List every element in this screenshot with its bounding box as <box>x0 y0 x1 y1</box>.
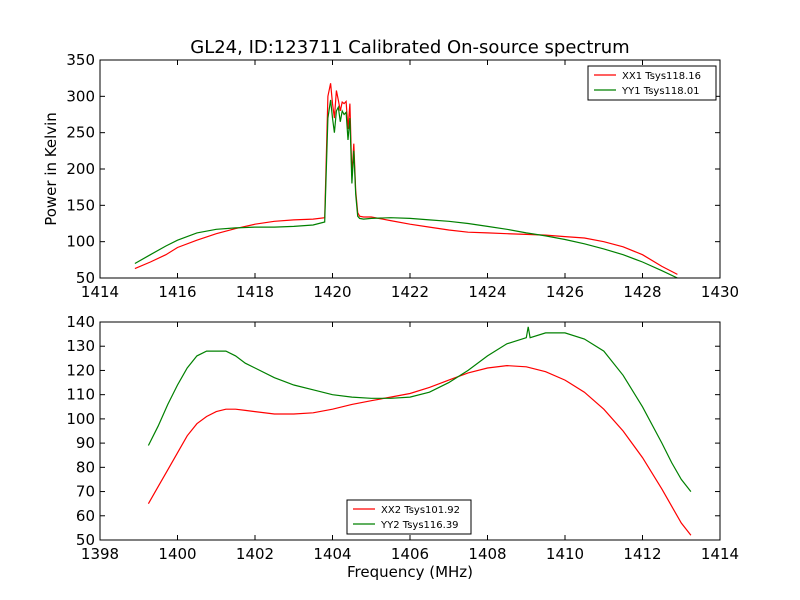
legend-label: YY1 Tsys118.01 <box>621 86 700 97</box>
bottom-spectrum-panel: 1398 1400 1402 1404 1406 1408 1410 1412 1414 50 60… <box>66 313 739 581</box>
series-line-xx <box>134 83 678 275</box>
legend-label: XX2 Tsys101.92 <box>381 505 460 516</box>
y-tick-label: 200 <box>66 160 95 178</box>
x-tick-label: 1402 <box>236 545 274 563</box>
y-tick-label: 50 <box>76 269 95 287</box>
y-tick-label: 90 <box>76 434 95 452</box>
series-line-yy <box>134 99 678 278</box>
chart-title: GL24, ID:123711 Calibrated On-source spe… <box>190 37 629 58</box>
y-tick-label: 140 <box>66 313 95 331</box>
legend-label: YY2 Tsys116.39 <box>380 520 459 531</box>
y-tick-label: 110 <box>66 386 95 404</box>
x-tick-label: 1416 <box>158 283 196 301</box>
y-tick-label: 250 <box>66 124 95 142</box>
x-tick-label: 1430 <box>701 283 739 301</box>
legend: XX1 Tsys118.16 YY1 Tsys118.01 <box>587 65 717 101</box>
y-tick-label: 100 <box>66 410 95 428</box>
y-tick-label: 100 <box>66 233 95 251</box>
y-tick-label: 50 <box>76 531 95 549</box>
y-tick-label: 70 <box>76 483 95 501</box>
x-tick-label: 1414 <box>701 545 739 563</box>
y-axis-label: Power in Kelvin <box>42 112 60 226</box>
series-line-yy <box>147 326 692 492</box>
legend-box <box>346 499 472 535</box>
y-tick-label: 350 <box>66 51 95 69</box>
x-tick-label: 1426 <box>546 283 584 301</box>
x-tick-label: 1398 <box>81 545 119 563</box>
x-tick-label: 1412 <box>623 545 661 563</box>
x-tick-label: 1424 <box>468 283 506 301</box>
x-tick-label: 1408 <box>468 545 506 563</box>
y-tick-label: 300 <box>66 87 95 105</box>
x-tick-label: 1410 <box>546 545 584 563</box>
legend-label: XX1 Tsys118.16 <box>622 71 701 82</box>
x-tick-label: 1428 <box>623 283 661 301</box>
x-tick-label: 1422 <box>391 283 429 301</box>
y-tick-label: 130 <box>66 337 95 355</box>
x-tick-label: 1404 <box>313 545 351 563</box>
x-tick-label: 1414 <box>81 283 119 301</box>
x-tick-label: 1418 <box>236 283 274 301</box>
x-tick-label: 1420 <box>313 283 351 301</box>
top-spectrum-panel: 1414 1416 1418 1420 1422 1424 1426 1428 1430 50 10… <box>42 51 739 301</box>
x-tick-label: 1400 <box>158 545 196 563</box>
y-tick-label: 60 <box>76 507 95 525</box>
x-axis-label: Frequency (MHz) <box>347 563 473 581</box>
x-tick-label: 1406 <box>391 545 429 563</box>
y-tick-label: 120 <box>66 361 95 379</box>
y-tick-label: 150 <box>66 196 95 214</box>
legend-box <box>587 65 717 101</box>
y-tick-label: 80 <box>76 458 95 476</box>
legend: XX2 Tsys101.92 YY2 Tsys116.39 <box>346 499 472 535</box>
